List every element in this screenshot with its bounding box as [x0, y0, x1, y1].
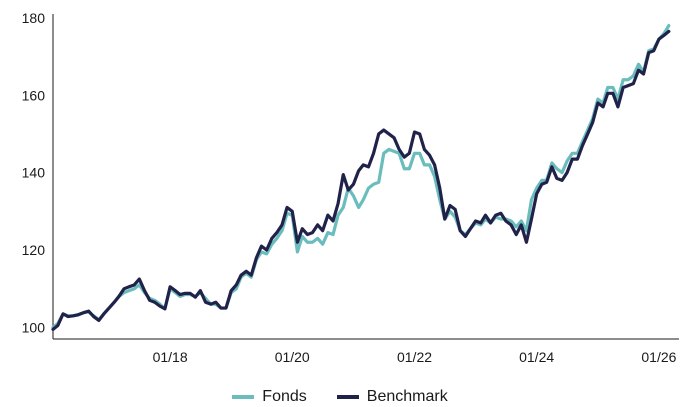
legend-item-fonds: Fonds	[232, 388, 307, 406]
x-tick-label-01-18: 01/18	[153, 349, 188, 365]
chart-legend: Fonds Benchmark	[0, 388, 680, 406]
legend-swatch-benchmark	[336, 395, 359, 399]
x-tick-label-01-24: 01/24	[519, 349, 554, 365]
legend-label-benchmark: Benchmark	[366, 388, 448, 405]
x-tick-label-01-22: 01/22	[397, 349, 432, 365]
y-tick-label-100: 100	[22, 319, 46, 335]
series-line-benchmark	[51, 29, 671, 331]
series-line-fonds	[51, 24, 671, 329]
legend-swatch-fonds	[232, 395, 255, 399]
legend-item-benchmark: Benchmark	[336, 388, 448, 406]
y-tick-label-160: 160	[22, 87, 46, 103]
x-tick-label-01-20: 01/20	[275, 349, 310, 365]
y-tick-label-120: 120	[22, 242, 46, 258]
y-tick-label-180: 180	[22, 10, 46, 26]
chart-plot-area: 100 120 140 160 180 01/18 01/20 01/22 01/24 01/2…	[22, 10, 679, 365]
y-tick-label-140: 140	[22, 165, 46, 181]
legend-label-fonds: Fonds	[262, 388, 307, 405]
x-tick-label-01-26: 01/26	[641, 349, 676, 365]
